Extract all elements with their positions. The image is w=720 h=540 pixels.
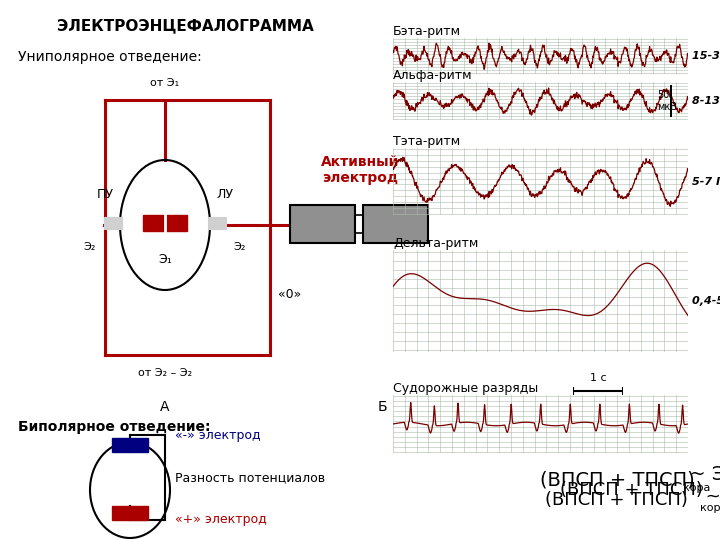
Text: Активный
электрод: Активный электрод [321,155,399,185]
Text: 8-13 Гц: 8-13 Гц [692,96,720,106]
Bar [112,506,148,520]
Text: Тэта-ритм: Тэта-ритм [393,135,460,148]
Text: Униполярное отведение:: Униполярное отведение: [18,50,202,64]
Text: 15-35 Гц: 15-35 Гц [692,51,720,61]
Text: кора: кора [683,483,711,493]
Text: Э₂: Э₂ [234,242,246,252]
Text: 50
мкВ: 50 мкВ [657,90,677,112]
Text: Бэта-ритм: Бэта-ритм [393,25,461,38]
Text: (ВПСП + ТПСП): (ВПСП + ТПСП) [545,491,688,509]
Text: ~ ЭЭГ: ~ ЭЭГ [683,465,720,484]
Text: от Э₂ – Э₂: от Э₂ – Э₂ [138,368,192,378]
Text: «+» электрод: «+» электрод [175,514,266,526]
Text: (ВПСП + ТПСП): (ВПСП + ТПСП) [540,470,695,489]
Text: ~ ЭЭГ: ~ ЭЭГ [700,488,720,506]
Text: Э₂: Э₂ [84,242,96,252]
Text: 0,4-5 Гц: 0,4-5 Гц [692,296,720,306]
Bar [104,217,122,229]
Text: ПУ: ПУ [96,188,114,201]
Text: кора: кора [700,503,720,513]
Text: ЛУ: ЛУ [217,188,233,201]
Text: Ру: Ру [384,217,405,232]
Text: «-» электрод: «-» электрод [175,429,261,442]
Bar [208,217,226,229]
Text: 1 с: 1 с [590,373,606,383]
Text: А: А [161,400,170,414]
Text: (ВПСП + ТПСП): (ВПСП + ТПСП) [560,481,703,499]
Text: Альфа-ритм: Альфа-ритм [393,69,472,82]
Bar [290,205,355,243]
Text: Ус: Ус [312,217,333,232]
Text: Биполярное отведение:: Биполярное отведение: [18,420,210,434]
Text: Б: Б [377,400,387,414]
Text: Э₁: Э₁ [158,253,172,266]
Text: Дельта-ритм: Дельта-ритм [393,237,478,250]
Text: Разность потенциалов: Разность потенциалов [175,471,325,484]
Text: ЭЛЕКТРОЭНЦЕФАЛОГРАММА: ЭЛЕКТРОЭНЦЕФАЛОГРАММА [57,18,313,33]
Bar [112,438,148,452]
Bar [363,205,428,243]
Bar [143,215,187,231]
Text: «0»: «0» [278,288,301,301]
Text: Судорожные разряды: Судорожные разряды [393,382,539,395]
Text: от Э₁: от Э₁ [150,78,179,88]
Text: 5-7 Гц: 5-7 Гц [692,177,720,186]
